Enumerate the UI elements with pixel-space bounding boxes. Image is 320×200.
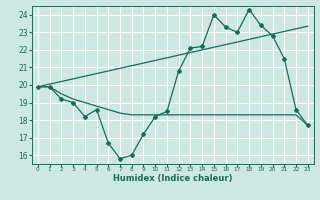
X-axis label: Humidex (Indice chaleur): Humidex (Indice chaleur) — [113, 174, 233, 183]
